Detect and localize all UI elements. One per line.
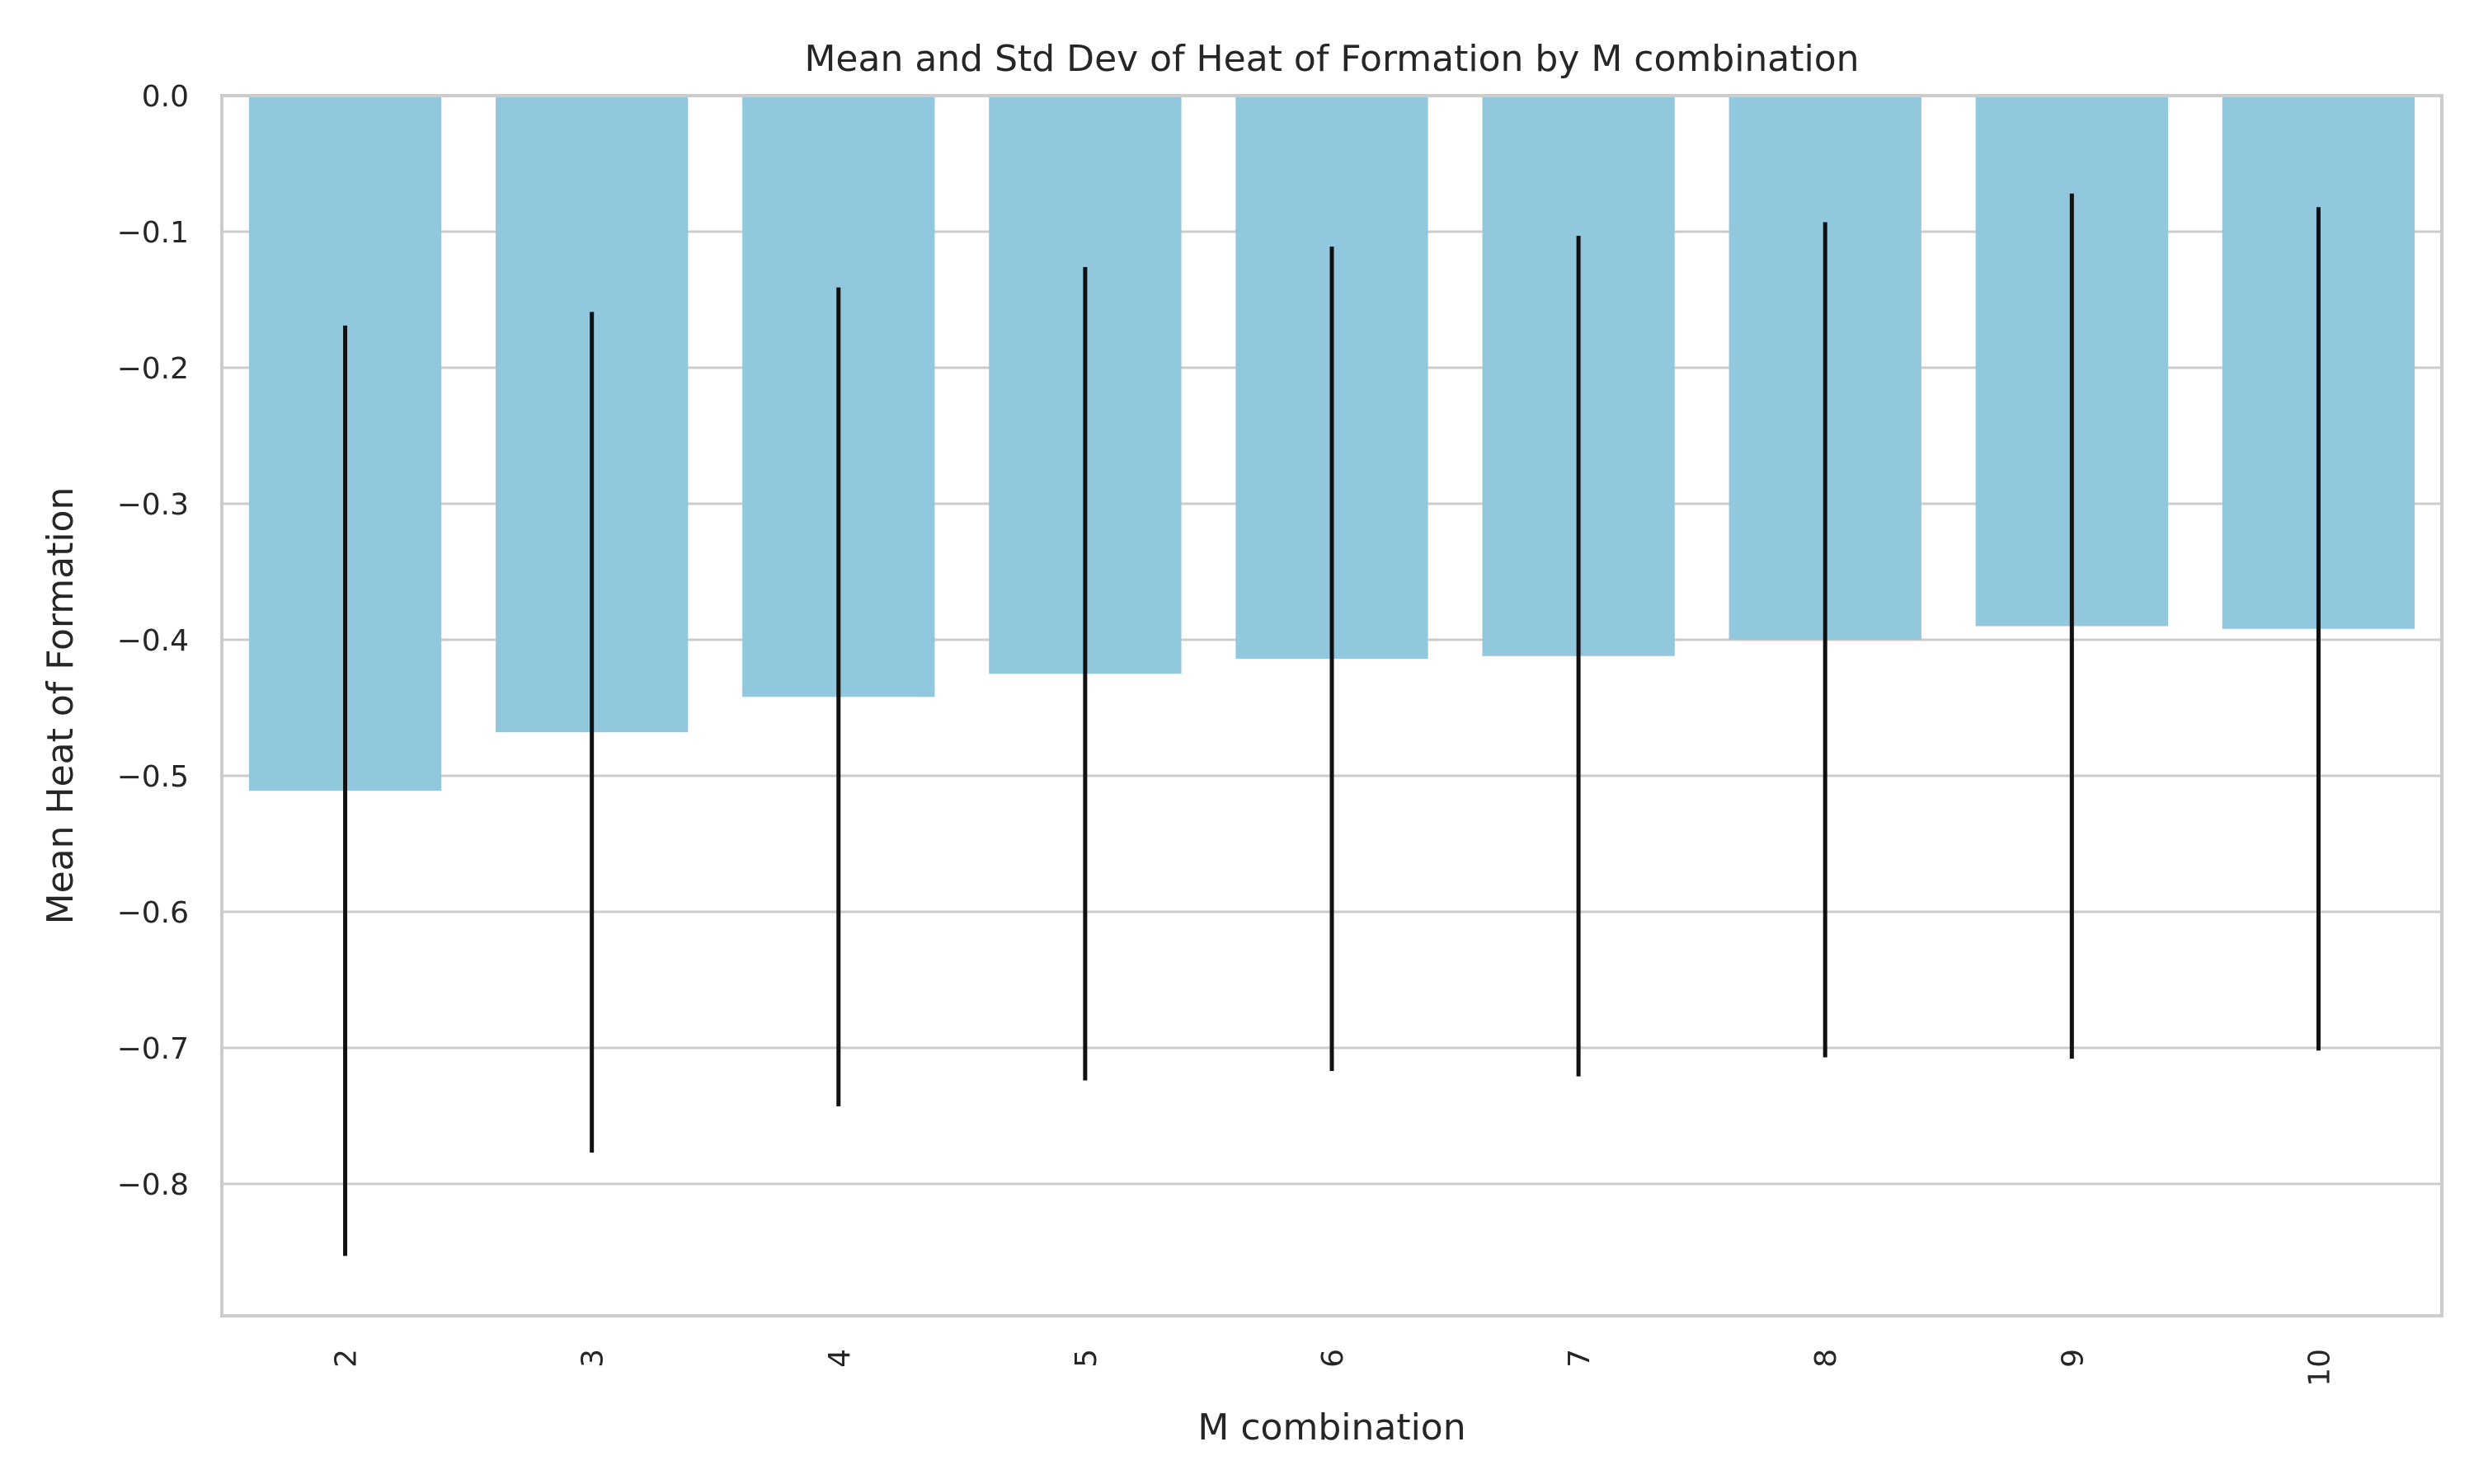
y-tick-label: −0.4	[117, 624, 189, 658]
y-tick-label: −0.5	[117, 760, 189, 794]
x-axis-title: M combination	[1197, 1407, 1465, 1449]
y-axis-title: Mean Heat of Formation	[40, 487, 82, 925]
y-tick-label: −0.7	[117, 1032, 189, 1066]
plot-frame	[220, 94, 2443, 1317]
x-tick-labels: 2 3 4 5 6 7 8 9 10	[330, 1349, 2337, 1387]
x-tick-label: 2	[330, 1349, 364, 1368]
x-tick-label: 9	[2056, 1349, 2090, 1368]
x-tick-label: 4	[823, 1349, 857, 1368]
x-tick-label: 7	[1563, 1349, 1597, 1368]
y-tick-label: −0.8	[117, 1168, 189, 1202]
x-tick-label: 8	[1809, 1349, 1843, 1368]
x-tick-label: 6	[1316, 1349, 1350, 1368]
error-bars	[343, 193, 2321, 1256]
y-tick-label: −0.3	[117, 488, 189, 522]
y-tick-label: 0.0	[142, 80, 189, 114]
y-tick-label: −0.2	[117, 352, 189, 386]
x-tick-label: 3	[576, 1349, 610, 1368]
y-tick-label: −0.1	[117, 216, 189, 250]
y-tick-label: −0.6	[117, 896, 189, 930]
chart-title: Mean and Std Dev of Heat of Formation by…	[804, 38, 1859, 80]
x-tick-label: 5	[1070, 1349, 1103, 1368]
x-tick-label: 10	[2302, 1349, 2336, 1387]
y-tick-labels: 0.0 −0.1 −0.2 −0.3 −0.4 −0.5 −0.6 −0.7 −0.8	[117, 80, 189, 1202]
